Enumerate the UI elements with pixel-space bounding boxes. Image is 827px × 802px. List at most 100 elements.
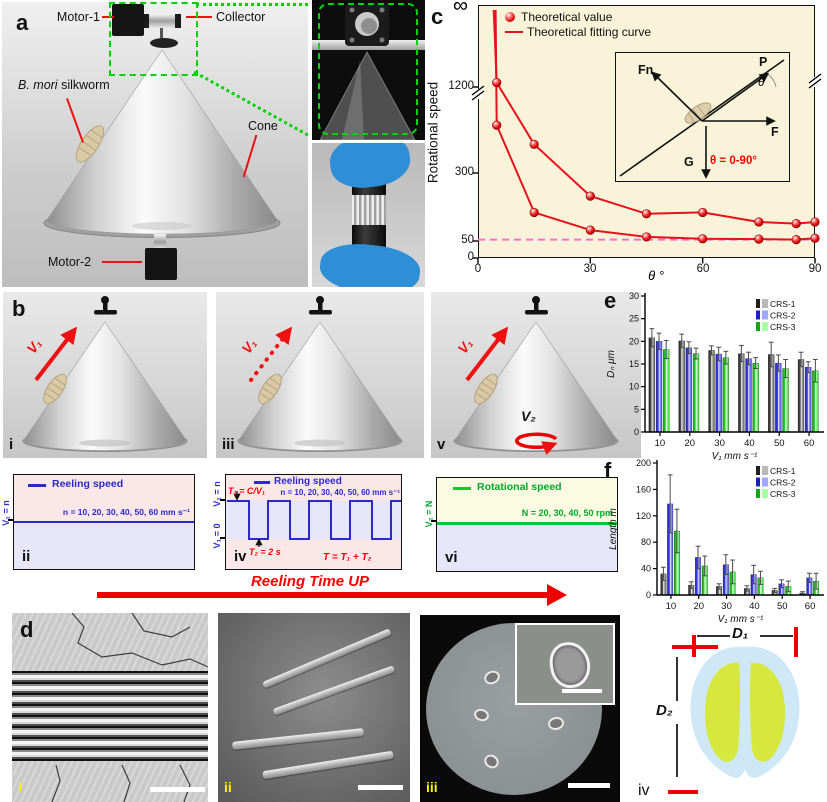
reeling-speed-line — [14, 520, 194, 523]
inset-scale-bar — [562, 689, 602, 693]
motor2-assembly — [145, 234, 177, 280]
d2-top-marker — [672, 645, 718, 649]
svg-text:40: 40 — [749, 601, 760, 612]
cone-shape — [46, 49, 278, 235]
motor2-label: Motor-2 — [48, 255, 92, 269]
panel-a-label: a — [16, 10, 29, 35]
svg-text:20: 20 — [684, 438, 695, 449]
silk-sample-photo — [312, 143, 425, 287]
chart-iv-pulsed-reeling: Reeling speed T₁ = C/V₁ n = 10, 20, 30, … — [225, 474, 402, 570]
cone-v-svg — [453, 296, 619, 456]
rotation-arrow — [515, 432, 558, 456]
cross-section-diagram-iv: D₁ D₂ iv — [630, 624, 827, 802]
force-diagram-svg — [619, 59, 785, 179]
svg-text:0: 0 — [634, 427, 639, 437]
panel-a-photo: a Motor-1 Collector B. mori silkworm Con… — [2, 2, 309, 287]
silk-fiber — [262, 750, 394, 780]
sem-i-top-texture — [12, 613, 208, 671]
chart-iv-ytick-high — [220, 499, 225, 501]
panel-d-label: d — [20, 617, 34, 642]
apparatus-illustration — [43, 4, 281, 280]
square-wave — [227, 500, 401, 540]
chart-ii-tag: ii — [22, 548, 31, 565]
chart-ii-bottom-band — [14, 522, 194, 569]
d1-dim-line-right — [760, 635, 793, 637]
zoom-region-box — [109, 2, 198, 76]
svg-text:15: 15 — [629, 359, 639, 369]
sem-image-ii: ii — [218, 613, 410, 802]
svg-text:CRS-3: CRS-3 — [770, 322, 796, 332]
d1-label: D₁ — [732, 625, 749, 642]
panel-c-label: c — [431, 4, 444, 29]
chart-iv-t1: T₁ = C/V₁ — [228, 486, 266, 496]
svg-text:V₁ mm s⁻¹: V₁ mm s⁻¹ — [712, 451, 758, 460]
square-wave-svg — [227, 491, 401, 547]
svg-text:50: 50 — [777, 601, 788, 612]
c-xtick-0: 0 — [474, 263, 482, 275]
reeling-time-arrowhead — [547, 584, 567, 606]
svg-text:V₁ mm s⁻¹: V₁ mm s⁻¹ — [718, 614, 764, 625]
motor1-leader-line — [102, 16, 114, 18]
svg-text:10: 10 — [666, 601, 677, 612]
chart-vi-legend: Rotational speed — [477, 481, 562, 493]
rotational-speed-line — [437, 522, 617, 525]
sem-i-bottom-texture — [12, 761, 208, 802]
c-legend-row-curve: Theoretical fitting curve — [505, 24, 651, 39]
scale-bar — [568, 783, 610, 788]
legend-line-icon — [453, 487, 471, 490]
ct-inset-zoom — [515, 623, 615, 705]
svg-text:200: 200 — [636, 458, 651, 468]
chart-ii-note: n = 10, 20, 30, 40, 50, 60 mm s⁻¹ — [62, 507, 190, 517]
d2-bottom-marker — [668, 790, 698, 794]
svg-text:10: 10 — [629, 382, 639, 392]
svg-text:30: 30 — [714, 438, 725, 449]
e-bar-chart-svg: 0 5 10 15 20 25 30 10 20 30 40 50 60 V₁ mm s⁻¹ Dₙ μm CR… — [606, 291, 824, 462]
chart-iv-note: n = 10, 20, 30, 40, 50, 60 mm s⁻¹ — [280, 488, 400, 497]
force-arrow-fn — [651, 71, 703, 122]
silkworm-illustration — [474, 373, 498, 405]
reeling-arrow-solid — [34, 326, 78, 382]
silkworm-label-rest: silkworm — [57, 78, 110, 92]
force-arrow-p — [701, 72, 770, 122]
chart-iv-period: T = T₁ + T₂ — [323, 552, 372, 563]
chart-vi-rotational-speed: Rotational speed N = 20, 30, 40, 50 rpm … — [436, 477, 618, 572]
collector-label: Collector — [216, 10, 266, 24]
collector-closeup-photo — [312, 0, 425, 140]
svg-text:40: 40 — [641, 564, 651, 574]
svg-text:CRS-1: CRS-1 — [770, 299, 796, 309]
chart-iv-ylabel-bottom: V₁ = 0 — [212, 523, 222, 549]
cone-iii-svg — [237, 296, 403, 452]
svg-text:30: 30 — [721, 601, 732, 612]
svg-text:20: 20 — [629, 336, 639, 346]
c-force-diagram-inset: Fn P F G θ θ = 0-90° — [615, 52, 790, 182]
red-line-icon — [505, 30, 523, 33]
red-dot-icon — [505, 11, 515, 22]
glove-finger-bottom — [317, 239, 423, 287]
silkworm-on-incline — [684, 102, 712, 124]
c-ytick-300: 300 — [454, 166, 474, 178]
panel-f-label: f — [604, 458, 612, 483]
d1-right-marker — [794, 627, 798, 657]
glove-finger-top — [326, 143, 414, 193]
panel-e-chart: e 0 5 10 15 20 25 30 10 20 30 40 50 60 V₁ mm s⁻¹ Dₙ μm… — [600, 288, 827, 462]
chart-vi-ylabel: V₂ = N — [424, 500, 434, 528]
c-legend: Theoretical value Theoretical fitting cu… — [505, 9, 651, 39]
svg-text:25: 25 — [629, 314, 639, 324]
force-fn-label: Fn — [638, 63, 654, 77]
chart-vi-tag: vi — [445, 549, 458, 566]
svg-text:50: 50 — [774, 438, 785, 449]
fiber-cross-section-shape — [690, 646, 800, 778]
cone-stage-i: V₁ i — [3, 292, 207, 458]
chart-ii-top-band — [14, 475, 194, 522]
legend-line-icon — [254, 481, 270, 484]
panel-f-chart: f 0 40 80 120 160 200 10 20 30 40 50 60 V₁ mm s⁻¹ Len… — [600, 458, 827, 630]
silkworm-label-italic: B. mori — [18, 78, 58, 92]
diagram-iv-tag: iv — [638, 782, 650, 799]
cone-stage-v: V₁ V₂ v — [431, 292, 641, 458]
svg-text:5: 5 — [634, 404, 639, 414]
svg-text:CRS-3: CRS-3 — [770, 489, 796, 499]
c-xtick-30: 30 — [583, 263, 597, 275]
cross-section-closeup — [546, 639, 594, 691]
c-xlabel: θ ° — [648, 268, 664, 283]
